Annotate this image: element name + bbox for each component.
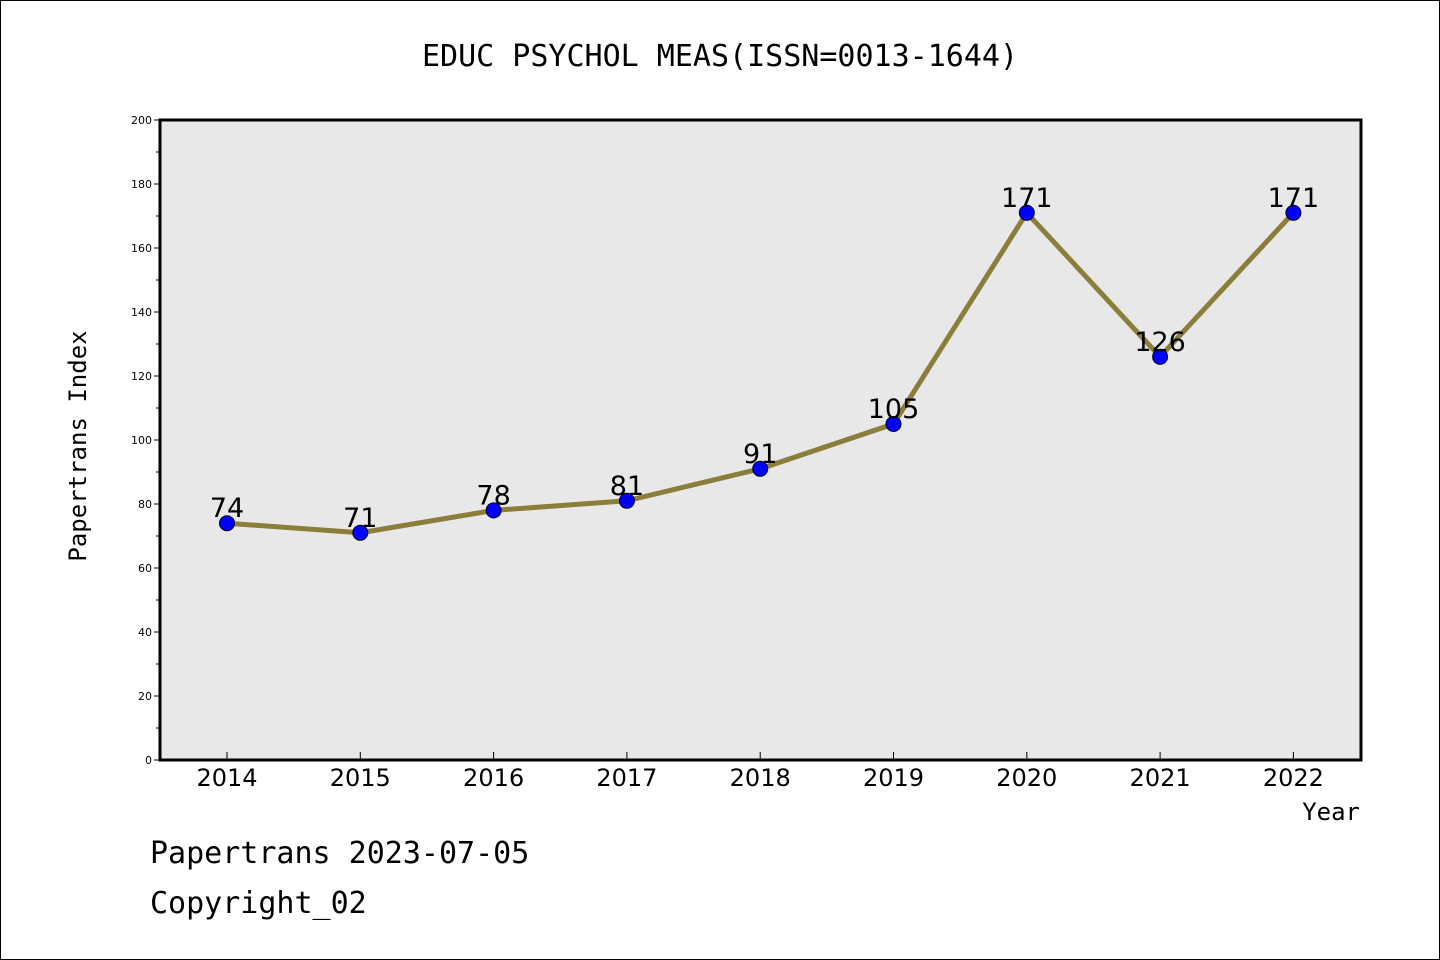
y-tick-label: 40 — [138, 626, 152, 639]
y-tick-label: 120 — [131, 370, 152, 383]
data-point — [1285, 204, 1302, 221]
x-tick-label: 2022 — [1263, 764, 1324, 792]
data-point — [752, 460, 769, 477]
x-axis: 2014 2015 2016 2017 2018 2019 2020 2021 2022 — [196, 752, 1324, 792]
data-point — [885, 416, 902, 432]
data-label: 71 — [343, 503, 377, 534]
data-label: 126 — [1134, 327, 1186, 358]
data-point — [618, 492, 635, 509]
y-tick-label: 160 — [131, 242, 152, 255]
x-tick-label: 2019 — [863, 764, 924, 792]
data-label: 78 — [476, 480, 510, 511]
footer-copyright: Copyright_02 — [150, 886, 367, 921]
data-label: 171 — [1268, 183, 1320, 214]
y-tick-label: 60 — [138, 562, 152, 575]
footer-date: Papertrans 2023-07-05 — [150, 836, 530, 871]
x-tick-label: 2021 — [1130, 764, 1191, 792]
y-tick-label: 140 — [131, 306, 152, 319]
data-point — [352, 524, 369, 541]
y-tick-label: 180 — [131, 178, 152, 191]
data-point — [1018, 204, 1035, 221]
y-tick-label: 20 — [138, 690, 152, 703]
data-point — [485, 502, 502, 519]
y-tick-label: 80 — [138, 498, 152, 511]
data-point — [219, 515, 235, 532]
y-tick-label: 100 — [131, 434, 152, 447]
data-label: 171 — [1001, 183, 1053, 214]
data-label: 81 — [610, 471, 644, 502]
series-layer: 74 71 78 81 91 105 171 126 171 — [210, 183, 1319, 541]
y-tick-label: 200 — [131, 114, 152, 127]
data-label: 91 — [743, 439, 777, 470]
y-axis: 0 20 40 60 80 100 120 140 160 180 200 — [131, 114, 160, 767]
x-tick-label: 2016 — [463, 764, 524, 792]
data-label: 105 — [868, 394, 920, 425]
data-point — [1152, 348, 1169, 365]
x-tick-label: 2020 — [996, 764, 1057, 792]
chart-title: EDUC PSYCHOL MEAS(ISSN=0013-1644) — [422, 39, 1018, 74]
y-tick-label: 0 — [145, 754, 152, 767]
x-axis-label: Year — [1302, 798, 1360, 826]
x-tick-label: 2015 — [330, 764, 391, 792]
x-tick-label: 2018 — [730, 764, 791, 792]
y-axis-label: Papertrans Index — [64, 330, 92, 561]
x-tick-label: 2014 — [196, 764, 257, 792]
data-label: 74 — [210, 493, 244, 524]
x-tick-label: 2017 — [596, 764, 657, 792]
plot-area — [158, 118, 1363, 762]
